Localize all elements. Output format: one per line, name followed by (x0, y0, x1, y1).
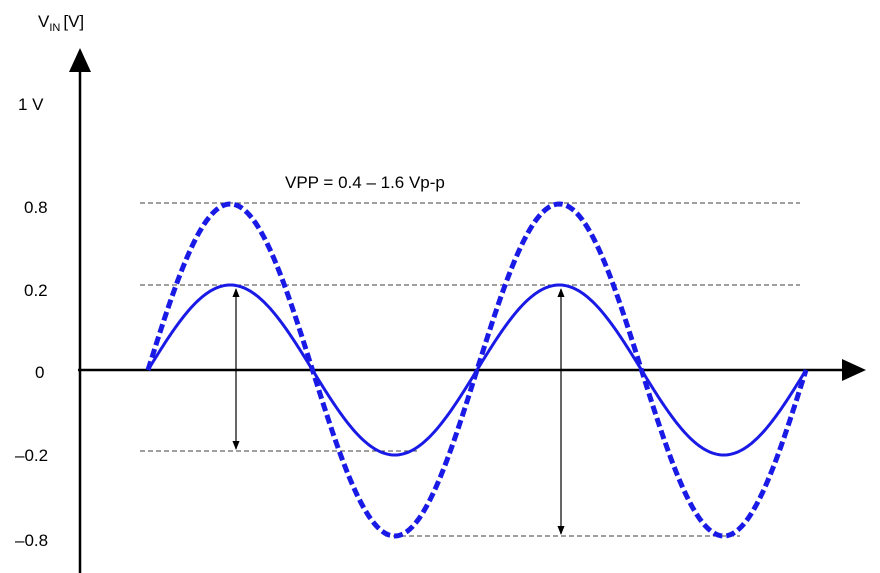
waveform-dashed-large (145, 201, 809, 539)
tick-label-0.2: 0.2 (24, 281, 48, 300)
tick-label-1v: 1 V (18, 95, 44, 114)
tick-label-neg-0.8: –0.8 (15, 531, 48, 550)
x-axis-arrowhead (842, 359, 866, 381)
y-axis-title-main: V (38, 12, 50, 31)
vpp-annotation: VPP = 0.4 – 1.6 Vp-p (285, 173, 445, 192)
y-axis-title: VIN [V] (38, 12, 84, 34)
tick-label-neg-0.2: –0.2 (15, 446, 48, 465)
tick-label-0: 0 (35, 363, 44, 382)
y-axis-arrowhead (69, 48, 91, 72)
waveform-solid-small (146, 283, 808, 457)
y-axis-title-unit: [V] (63, 12, 84, 31)
tick-label-0.8: 0.8 (24, 198, 48, 217)
y-axis-title-sub: IN (49, 22, 60, 34)
